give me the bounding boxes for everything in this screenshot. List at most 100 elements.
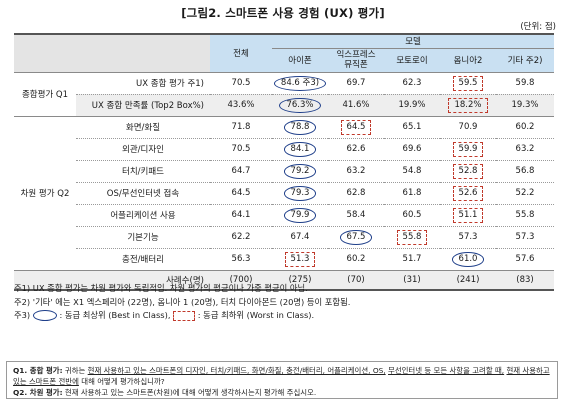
cell-value: 64.5 — [231, 188, 251, 198]
worst-in-class-value: 51.3 — [284, 251, 316, 267]
value-cell: 62.8 — [328, 182, 384, 205]
cell-value: 41.6% — [342, 100, 370, 110]
value-cell: 60.2 — [496, 116, 555, 139]
value-cell: 54.8 — [384, 160, 440, 183]
value-cell: 79.3 — [272, 182, 328, 205]
footnote-1: 주1) UX 종합 평가는 차원 평가와 독립적임. 차원 평가의 평균이나 가… — [14, 283, 308, 293]
value-cell: 64.5 — [210, 182, 272, 205]
sample-value: (275) — [272, 270, 328, 290]
value-cell: 61.8 — [384, 182, 440, 205]
question-1-text: 무선인터넷 등 모든 사항을 고려할 때, — [388, 366, 505, 375]
cell-value: 62.2 — [231, 232, 251, 242]
cell-value: 54.8 — [402, 166, 422, 176]
cell-value: 19.3% — [511, 100, 539, 110]
cell-value: 69.7 — [346, 78, 366, 88]
worst-in-class-value: 55.8 — [396, 229, 428, 245]
value-cell: 76.3% — [272, 94, 328, 117]
cell-value: 69.6 — [402, 144, 422, 154]
value-cell: 60.2 — [328, 248, 384, 271]
cell-value: 71.8 — [231, 122, 251, 132]
footnote-2: 주2) '기타' 에는 X1 엑스페리아 (22명), 옴니아 1 (20명),… — [14, 296, 351, 307]
best-in-class-value: 67.5 — [339, 229, 373, 245]
table-row: 터치/키패드 64.7 79.2 63.2 54.8 52.8 56.8 — [14, 160, 555, 183]
worst-in-class-value: 18.2% — [448, 97, 488, 113]
sample-label: 사례수(명) — [76, 270, 210, 290]
value-cell: 18.2% — [440, 94, 496, 117]
table-row: 어플리케이션 사용 64.1 79.9 58.4 60.5 51.1 55.8 — [14, 204, 555, 227]
header-model-omnia2: 옴니아2 — [440, 48, 496, 72]
value-cell: 69.6 — [384, 138, 440, 161]
value-cell: 65.1 — [384, 116, 440, 139]
header-blank — [14, 33, 76, 72]
value-cell: 84.1 — [272, 138, 328, 161]
value-cell: 19.3% — [496, 94, 555, 117]
value-cell: 78.8 — [272, 116, 328, 139]
header-model-express-music: 익스프레스 뮤직폰 — [328, 48, 384, 72]
value-cell: 51.1 — [440, 204, 496, 227]
value-cell: 52.2 — [496, 182, 555, 205]
metric-label: 충전/배터리 — [76, 248, 210, 271]
value-cell: 57.3 — [496, 226, 555, 249]
metric-label: OS/무선인터넷 접속 — [76, 182, 210, 205]
question-1-text: 현재 사용하고 있는 스마트폰의 디자인, 터치/키패드, 화면/화질, 충전/… — [87, 366, 386, 375]
value-cell: 70.9 — [440, 116, 496, 139]
metric-label: 터치/키패드 — [76, 160, 210, 183]
best-in-class-value: 78.8 — [283, 119, 317, 135]
footnotes: 주1) UX 종합 평가는 차원 평가와 독립적임. 차원 평가의 평균이나 가… — [14, 282, 554, 323]
value-cell: 55.8 — [496, 204, 555, 227]
metric-label: 화면/화질 — [76, 116, 210, 139]
value-cell: 64.5 — [328, 116, 384, 139]
question-2-label: Q2. 차원 평가: — [13, 388, 63, 397]
cell-value: 61.8 — [402, 188, 422, 198]
footnote-3-best: : 동급 최상위 (Best in Class), — [59, 310, 171, 320]
metric-label: UX 종합 평가 주1) — [76, 72, 210, 95]
cell-value: 60.2 — [515, 122, 535, 132]
sample-value: (700) — [210, 270, 272, 290]
value-cell: 62.2 — [210, 226, 272, 249]
value-cell: 51.3 — [272, 248, 328, 271]
sample-row: 사례수(명) (700) (275) (70) (31) (241) (83) — [14, 270, 555, 290]
footnote-3-prefix: 주3) — [14, 310, 31, 320]
worst-in-class-value: 59.5 — [452, 75, 484, 91]
cell-value: 55.8 — [515, 210, 535, 220]
value-cell: 71.8 — [210, 116, 272, 139]
sample-value: (241) — [440, 270, 496, 290]
cell-value: 57.6 — [515, 254, 535, 264]
header-model-other: 기타 주2) — [496, 48, 555, 72]
value-cell: 63.2 — [328, 160, 384, 183]
value-cell: 43.6% — [210, 94, 272, 117]
worst-in-class-value: 51.1 — [452, 207, 484, 223]
table-row: 차원 평가 Q2 화면/화질 71.8 78.8 64.5 65.1 70.9 … — [14, 116, 555, 271]
cell-value: 63.2 — [346, 166, 366, 176]
question-2: Q2. 차원 평가: 현재 사용하고 있는 스마트폰(차원)에 대해 어떻게 생… — [13, 387, 551, 398]
cell-value: 56.3 — [231, 254, 251, 264]
cell-value: 56.8 — [515, 166, 535, 176]
value-cell: 62.6 — [328, 138, 384, 161]
value-cell: 56.3 — [210, 248, 272, 271]
best-in-class-value: 76.3% — [279, 97, 321, 113]
best-in-class-value: 79.9 — [283, 207, 317, 223]
question-1-text: 현재 사용하고 있는 스마트폰 전반에 — [13, 366, 550, 386]
worst-in-class-value: 52.8 — [452, 163, 484, 179]
question-1-text: 귀하는 — [64, 366, 86, 375]
unit-label: (단위: 점) — [520, 22, 556, 32]
value-cell: 59.5 — [440, 72, 496, 95]
cell-value: 51.7 — [402, 254, 422, 264]
footnote-3-worst: : 동급 최하위 (Worst in Class). — [197, 310, 315, 320]
header-total: 전체 — [210, 33, 272, 72]
ux-evaluation-table: 전체 모델 아이폰 익스프레스 뮤직폰 모토로이 옴니아2 기타 주2) 종합평… — [14, 33, 555, 291]
metric-label: UX 종합 만족률 (Top2 Box%) — [76, 94, 210, 117]
cell-value: 62.6 — [346, 144, 366, 154]
table-row: 외관/디자인 70.5 84.1 62.6 69.6 59.9 63.2 — [14, 138, 555, 161]
question-2-text: 현재 사용하고 있는 스마트폰(차원)에 대해 어떻게 생각하시는지 평가해 주… — [64, 388, 317, 397]
value-cell: 59.8 — [496, 72, 555, 95]
table-row: OS/무선인터넷 접속 64.5 79.3 62.8 61.8 52.6 52.… — [14, 182, 555, 205]
worst-in-class-value: 52.6 — [452, 185, 484, 201]
cell-value: 43.6% — [227, 100, 255, 110]
cell-value: 63.2 — [515, 144, 535, 154]
question-1: Q1. 종합 평가: 귀하는 현재 사용하고 있는 스마트폰의 디자인, 터치/… — [13, 365, 551, 387]
cell-value: 60.2 — [346, 254, 366, 264]
table-row: UX 종합 만족률 (Top2 Box%) 43.6% 76.3% 41.6% … — [14, 94, 555, 117]
group-label-detail: 차원 평가 Q2 — [14, 116, 76, 271]
metric-label: 기본기능 — [76, 226, 210, 249]
